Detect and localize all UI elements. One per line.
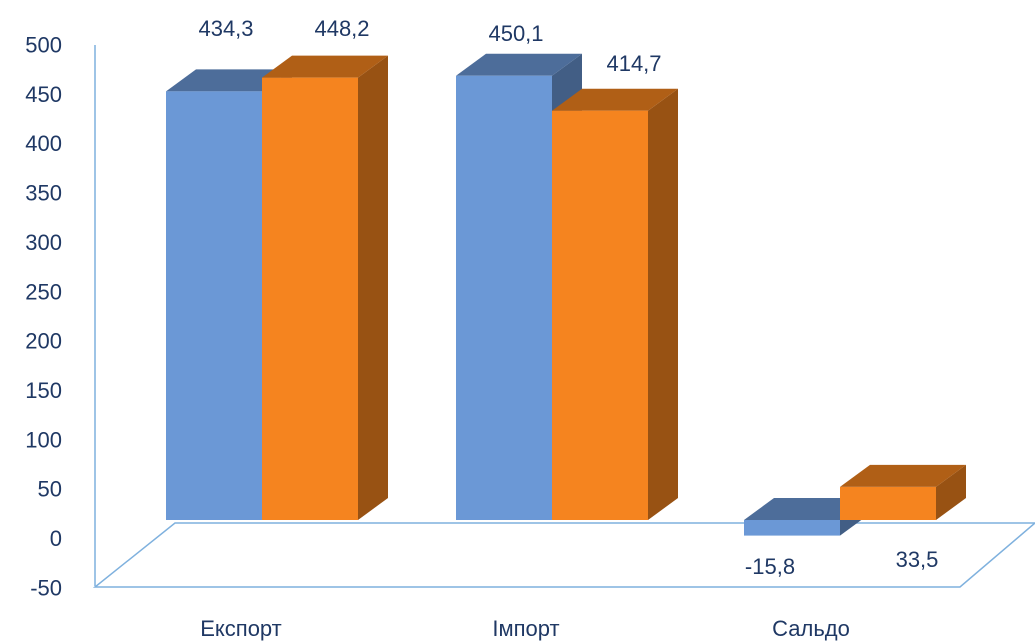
bar-front [552, 110, 648, 520]
y-tick-label: 200 [25, 329, 62, 354]
y-tick-label: 400 [25, 131, 62, 156]
data-label: 414,7 [606, 51, 661, 76]
bar-top [456, 53, 582, 76]
y-tick-label: 0 [50, 526, 62, 551]
bar-side [358, 55, 388, 521]
y-tick-label: 50 [38, 477, 62, 502]
data-label: 450,1 [488, 21, 543, 46]
data-label: -15,8 [745, 554, 795, 579]
data-label: 434,3 [198, 16, 253, 41]
bar-front [166, 91, 262, 521]
y-tick-label: 250 [25, 279, 62, 304]
data-labels: 434,3 448,2 450,1 414,7 -15,8 33,5 [198, 16, 938, 579]
bar-series [166, 53, 966, 536]
y-tick-label: -50 [30, 575, 62, 600]
bar-side [936, 464, 966, 520]
bar-front [840, 486, 936, 520]
y-tick-label: 500 [25, 33, 62, 58]
bar-front [456, 75, 552, 521]
category-label: Експорт [200, 616, 282, 641]
floor-outline [92, 522, 1035, 588]
y-tick-label: 100 [25, 427, 62, 452]
category-labels: Експорт Імпорт Сальдо [200, 616, 850, 641]
bar-top [552, 88, 678, 111]
bar-top [744, 498, 870, 520]
data-label: 33,5 [896, 547, 939, 572]
y-tick-label: 300 [25, 230, 62, 255]
y-tick-label: 350 [25, 181, 62, 206]
bar-side [648, 88, 678, 520]
bar-top [262, 55, 388, 78]
y-tick-label: 150 [25, 378, 62, 403]
data-label: 448,2 [314, 16, 369, 41]
bar-2-3 [840, 464, 966, 520]
bar-front [262, 77, 358, 521]
bar-2-1 [262, 55, 388, 521]
category-label: Сальдо [772, 616, 850, 641]
y-tick-label: 450 [25, 82, 62, 107]
bar-2-2 [552, 88, 678, 520]
category-label: Імпорт [492, 616, 559, 641]
bar-top [840, 464, 966, 487]
bar-front [744, 520, 840, 536]
bar-top [166, 69, 292, 92]
